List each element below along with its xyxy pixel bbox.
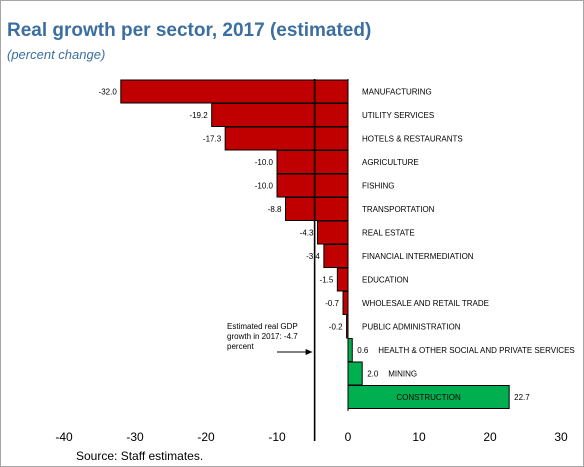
value-label-8: -3.4 (306, 252, 320, 261)
value-label-7: -4.3 (300, 229, 314, 238)
x-tick-label-1: -40 (55, 430, 73, 444)
bar-8 (323, 244, 349, 268)
x-tick-label-4: -10 (268, 430, 286, 444)
category-label-12: HEALTH & OTHER SOCIAL AND PRIVATE SERVIC… (378, 346, 575, 355)
value-label-11: -0.2 (329, 323, 343, 332)
value-label-10: -0.7 (325, 299, 339, 308)
value-label-12: 0.6 (357, 346, 369, 355)
value-label-2: -19.2 (189, 111, 208, 120)
bar-5 (276, 173, 349, 198)
x-tick-label-6: 10 (412, 430, 426, 444)
x-tick-label-7: 20 (483, 430, 497, 444)
bar-2 (211, 103, 349, 127)
value-label-6: -8.8 (268, 205, 282, 214)
category-label-2: UTILITY SERVICES (362, 111, 434, 120)
category-label-9: EDUCATION (362, 276, 409, 285)
bar-11 (346, 314, 349, 339)
x-tick-label-2: -30 (126, 430, 144, 444)
category-label-8: FINANCIAL INTERMEDIATION (362, 252, 474, 261)
bar-10 (342, 291, 349, 315)
x-tick-label-5: 0 (345, 430, 352, 444)
bar-3 (224, 126, 349, 151)
category-label-14: CONSTRUCTION (396, 393, 461, 402)
x-tick-label-8: 30 (554, 430, 568, 444)
chart-title: Real growth per sector, 2017 (estimated) (7, 20, 372, 41)
category-label-7: REAL ESTATE (362, 229, 415, 238)
value-label-9: -1.5 (320, 276, 334, 285)
category-label-10: WHOLESALE AND RETAIL TRADE (362, 299, 489, 308)
bar-4 (276, 150, 349, 174)
bar-9 (336, 267, 349, 292)
value-label-14: 22.7 (514, 393, 530, 402)
category-label-1: MANUFACTURING (362, 88, 432, 97)
gdp-reference-arrowhead (305, 349, 313, 355)
bar-6 (285, 197, 349, 221)
bar-7 (316, 220, 349, 245)
category-label-5: FISHING (362, 182, 394, 191)
category-label-13: MINING (388, 370, 417, 379)
bar-13 (347, 361, 363, 386)
x-tick-label-3: -20 (197, 430, 215, 444)
bar-12 (347, 338, 353, 362)
category-label-11: PUBLIC ADMINISTRATION (362, 323, 461, 332)
value-label-5: -10.0 (255, 182, 274, 191)
category-label-3: HOTELS & RESTAURANTS (362, 135, 463, 144)
category-label-4: AGRICULTURE (362, 158, 419, 167)
value-label-1: -32.0 (99, 88, 118, 97)
bar-14 (347, 385, 510, 409)
value-label-3: -17.3 (203, 135, 222, 144)
category-label-6: TRANSPORTATION (362, 205, 435, 214)
value-label-4: -10.0 (255, 158, 274, 167)
gdp-reference-note: Estimated real GDP growth in 2017: -4.7 … (227, 322, 298, 351)
chart-subtitle: (percent change) (7, 47, 106, 62)
source-note: Source: Staff estimates. (76, 449, 204, 463)
value-label-13: 2.0 (367, 370, 379, 379)
